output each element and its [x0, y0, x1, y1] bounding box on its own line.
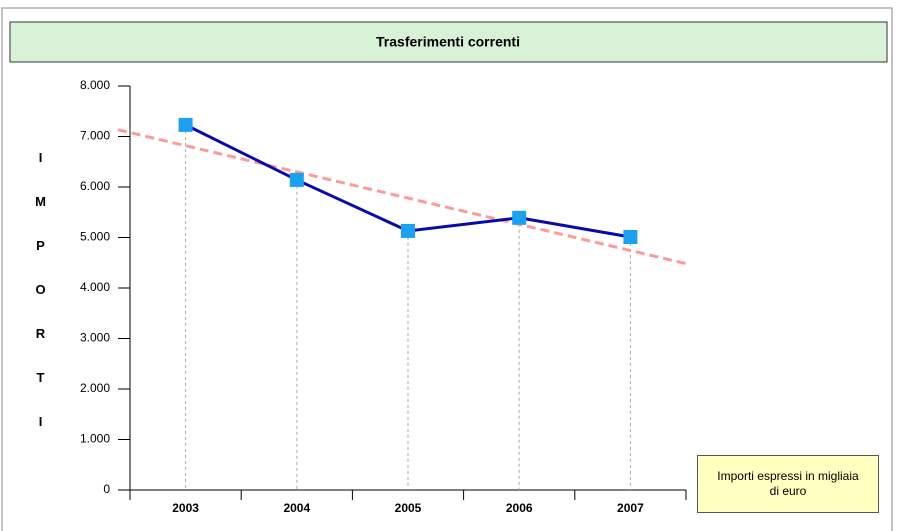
y-tick-label: 1.000 [80, 432, 110, 446]
y-tick-label: 6.000 [80, 179, 110, 193]
chart-title: Trasferimenti correnti [376, 34, 520, 50]
y-tick-label: 2.000 [80, 381, 110, 395]
x-tick-label: 2003 [172, 501, 199, 515]
x-tick-label: 2004 [283, 501, 310, 515]
y-axis-title: IMPORTI [33, 150, 48, 458]
panel-frame [1, 7, 893, 531]
y-tick-label: 8.000 [80, 78, 110, 92]
y-tick-label: 0 [103, 482, 110, 496]
marker [178, 117, 193, 132]
x-tick-label: 2006 [506, 501, 533, 515]
marker [401, 223, 415, 238]
marker [623, 229, 638, 244]
marker [512, 210, 527, 225]
title-bar [9, 21, 888, 63]
marker [289, 172, 304, 187]
x-tick-label: 2005 [395, 501, 422, 515]
note: Importi espressi in migliaia di euro [697, 455, 879, 513]
x-tick-label: 2007 [617, 501, 644, 515]
y-tick-label: 3.000 [80, 331, 110, 345]
y-tick-label: 5.000 [80, 230, 110, 244]
y-tick-label: 4.000 [80, 280, 110, 294]
y-tick-label: 7.000 [80, 129, 110, 143]
